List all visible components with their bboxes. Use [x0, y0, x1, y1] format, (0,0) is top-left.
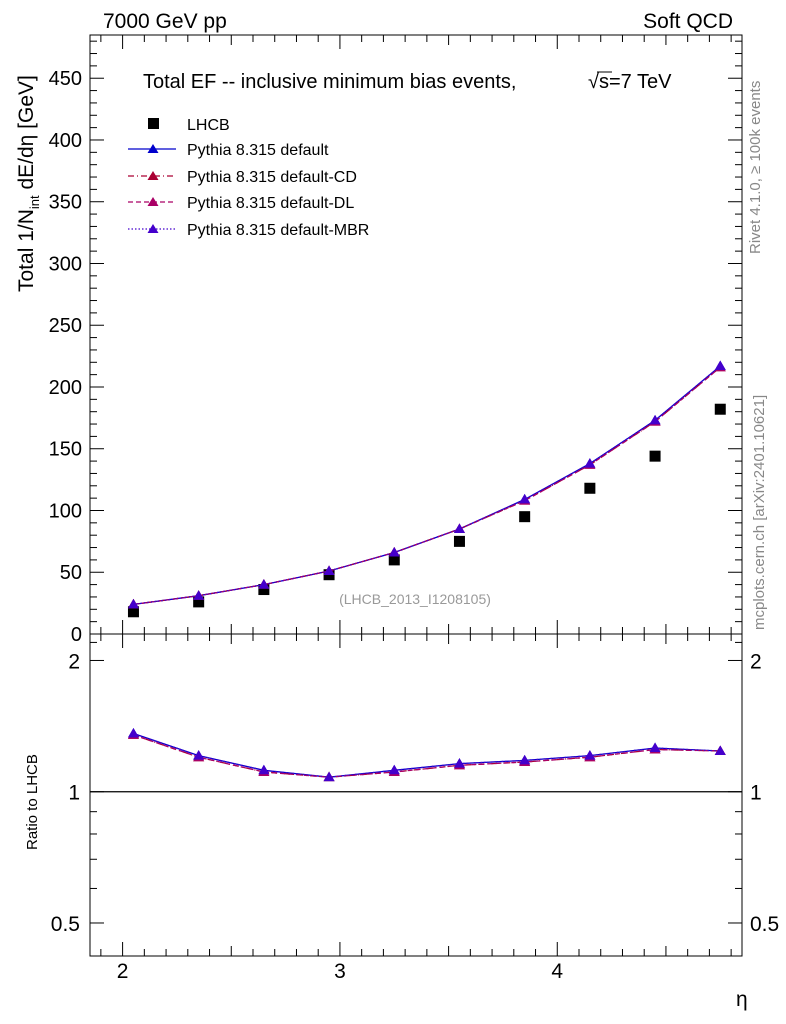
main-marker-dotted: [193, 590, 205, 600]
legend-item-default: Pythia 8.315 default: [128, 142, 329, 159]
main-lhcb-point: [193, 596, 205, 608]
main-marker-dotted: [453, 523, 465, 534]
y-tick-label: 250: [49, 315, 82, 337]
main-lhcb-point: [127, 606, 139, 618]
rivet-label: Rivet 4.1.0, ≥ 100k events: [747, 81, 764, 254]
legend-marker-default: [147, 144, 159, 153]
main-lhcb-point: [519, 511, 531, 523]
x-axis-label: η: [736, 988, 748, 1011]
ratio-y-tick-label-right: 2: [750, 650, 762, 673]
legend-item-dl: Pythia 8.315 default-DL: [128, 195, 354, 212]
title-energy: √s=7 TeV: [588, 71, 672, 93]
ratio-y-tick-label: 0.5: [51, 913, 80, 936]
legend-label-cd: Pythia 8.315 default-CD: [187, 169, 357, 186]
y-tick-label: 150: [49, 439, 82, 461]
main-marker-dotted: [127, 598, 139, 609]
title-sqrt: √s: [588, 71, 609, 93]
y-axis-label-sub: int: [27, 195, 42, 209]
ratio-y-tick-label-right: 1: [750, 782, 762, 805]
legend-item-mbr: Pythia 8.315 default-MBR: [128, 222, 369, 239]
main-marker-dotted: [258, 579, 270, 589]
ratio-marker-dotted: [388, 764, 400, 775]
main-marker-dotted: [519, 493, 531, 504]
main-lhcb-point: [584, 482, 596, 494]
legend: LHCB Pythia 8.315 default Pythia 8.315 d…: [128, 117, 369, 239]
main-line-dashdot: [133, 366, 721, 606]
main-series-group: [127, 360, 726, 618]
ratio-line-dashdot: [133, 734, 721, 778]
title-main: Total EF -- inclusive minimum bias event…: [143, 71, 516, 93]
main-marker-dotted: [388, 546, 400, 557]
ratio-marker-dotted: [584, 750, 596, 760]
header-left: 7000 GeV pp: [103, 10, 227, 33]
y-axis-label: Total 1/Nint dE/dη [GeV]: [15, 75, 42, 292]
legend-marker-dl: [147, 197, 159, 206]
ratio-marker-dotted: [127, 727, 139, 738]
ratio-marker-dotted: [714, 745, 726, 755]
ratio-y-tick-label: 1: [68, 782, 80, 805]
legend-label-dl: Pythia 8.315 default-DL: [187, 195, 354, 212]
legend-marker-mbr: [147, 224, 159, 233]
ratio-marker-dotted: [258, 764, 270, 775]
y-tick-label: 100: [49, 500, 82, 522]
main-axis-ticks: 0 50 100 150 200 250 300 350 400 450: [49, 40, 742, 646]
ratio-line-solid: [133, 732, 721, 778]
main-line-dotted: [133, 365, 721, 606]
ratio-marker-dotted: [193, 750, 205, 760]
y-tick-label: 300: [49, 253, 82, 275]
main-lhcb-point: [453, 535, 465, 547]
y-tick-label: 400: [49, 130, 82, 152]
y-axis-label-rest: dE/dη [GeV]: [15, 75, 38, 195]
main-lhcb-point: [714, 403, 726, 415]
title-energy-value: =7 TeV: [609, 71, 672, 93]
ratio-marker-dotted: [323, 771, 335, 782]
legend-label-default: Pythia 8.315 default: [187, 142, 329, 159]
legend-label-lhcb: LHCB: [187, 117, 230, 134]
ratio-marker-dotted: [453, 758, 465, 768]
x-tick-label: 3: [334, 960, 346, 983]
y-tick-label: 0: [71, 624, 82, 646]
legend-item-cd: Pythia 8.315 default-CD: [128, 169, 357, 186]
main-marker-dotted: [323, 565, 335, 576]
main-line-solid: [133, 365, 721, 606]
main-lhcb-point: [258, 584, 270, 596]
main-lhcb-point: [649, 450, 661, 462]
ratio-line-dotted: [133, 732, 721, 778]
mcplots-label: mcplots.cern.ch [arXiv:2401.10621]: [751, 395, 768, 630]
ratio-y-tick-label-right: 0.5: [750, 913, 779, 936]
ratio-axis-ticks: 0.5 0.5 1 1 2 2: [51, 641, 779, 936]
ratio-marker-dotted: [649, 742, 661, 752]
main-line-dashed: [133, 366, 721, 606]
main-marker-dotted: [649, 414, 661, 425]
legend-item-lhcb: LHCB: [148, 117, 230, 134]
ratio-marker-dotted: [519, 754, 531, 765]
ratio-y-tick-label: 2: [68, 650, 80, 673]
chart-title: Total EF -- inclusive minimum bias event…: [143, 71, 516, 93]
legend-marker-cd: [147, 171, 159, 180]
analysis-watermark: (LHCB_2013_I1208105): [339, 591, 491, 607]
y-tick-label: 450: [49, 68, 82, 90]
x-axis-ticks: 2 3 4: [100, 35, 732, 983]
header-right: Soft QCD: [643, 10, 733, 33]
ratio-y-axis-label: Ratio to LHCB: [24, 754, 41, 850]
y-axis-label-main: Total 1/N: [15, 209, 38, 292]
legend-marker-lhcb: [148, 118, 159, 129]
main-lhcb-point: [388, 554, 400, 566]
ratio-line-dashed: [133, 734, 721, 778]
legend-label-mbr: Pythia 8.315 default-MBR: [187, 222, 369, 239]
x-tick-label: 4: [551, 960, 563, 983]
y-tick-label: 50: [60, 562, 82, 584]
y-tick-label: 200: [49, 377, 82, 399]
main-marker-dotted: [584, 458, 596, 468]
ratio-plot-frame: [89, 633, 743, 957]
x-tick-label: 2: [117, 960, 129, 983]
ratio-series-group: [127, 727, 726, 782]
y-tick-label: 350: [49, 192, 82, 214]
main-marker-dotted: [714, 360, 726, 370]
